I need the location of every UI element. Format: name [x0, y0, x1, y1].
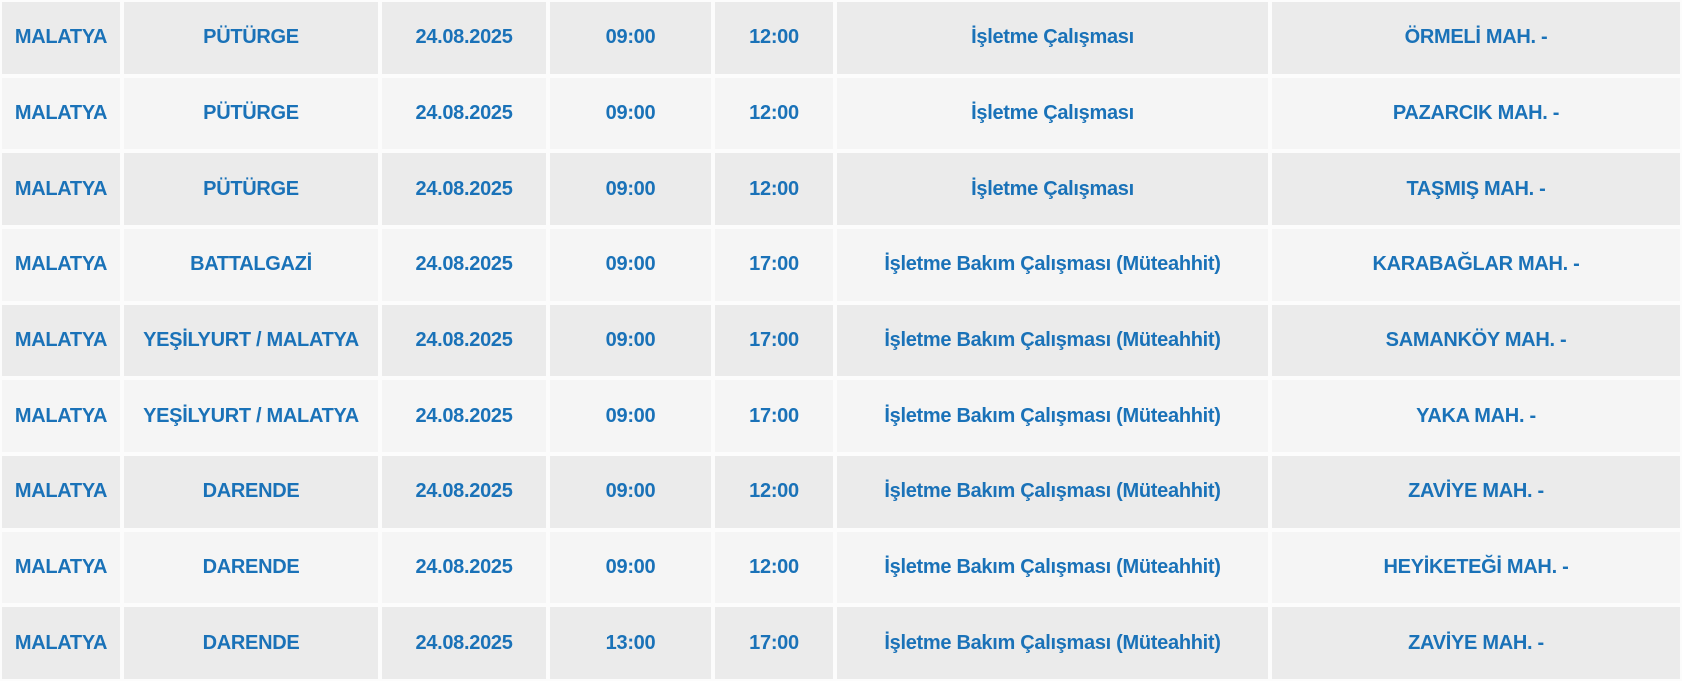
cell-start-time: 09:00 [548, 151, 713, 227]
cell-end-time: 12:00 [713, 0, 835, 76]
cell-neighborhood: TAŞMIŞ MAH. - [1270, 151, 1682, 227]
cell-province: MALATYA [0, 453, 122, 530]
cell-province: MALATYA [0, 302, 122, 379]
cell-date: 24.08.2025 [380, 605, 548, 681]
cell-district: YEŞİLYURT / MALATYA [122, 378, 380, 454]
cell-province: MALATYA [0, 151, 122, 227]
cell-province: MALATYA [0, 0, 122, 76]
cell-neighborhood: ZAVİYE MAH. - [1270, 453, 1682, 530]
cell-district: DARENDE [122, 453, 380, 530]
cell-date: 24.08.2025 [380, 75, 548, 152]
cell-start-time: 13:00 [548, 605, 713, 681]
cell-district: DARENDE [122, 529, 380, 606]
cell-date: 24.08.2025 [380, 151, 548, 227]
cell-work-type: İşletme Çalışması [835, 0, 1270, 76]
cell-date: 24.08.2025 [380, 226, 548, 303]
cell-neighborhood: SAMANKÖY MAH. - [1270, 302, 1682, 379]
cell-start-time: 09:00 [548, 529, 713, 606]
cell-date: 24.08.2025 [380, 529, 548, 606]
cell-end-time: 17:00 [713, 605, 835, 681]
cell-province: MALATYA [0, 529, 122, 606]
cell-district: PÜTÜRGE [122, 0, 380, 76]
cell-neighborhood: YAKA MAH. - [1270, 378, 1682, 454]
cell-date: 24.08.2025 [380, 453, 548, 530]
cell-work-type: İşletme Bakım Çalışması (Müteahhit) [835, 453, 1270, 530]
cell-work-type: İşletme Çalışması [835, 75, 1270, 152]
cell-end-time: 17:00 [713, 302, 835, 379]
cell-province: MALATYA [0, 378, 122, 454]
cell-work-type: İşletme Bakım Çalışması (Müteahhit) [835, 605, 1270, 681]
cell-neighborhood: ZAVİYE MAH. - [1270, 605, 1682, 681]
cell-district: BATTALGAZİ [122, 226, 380, 303]
cell-date: 24.08.2025 [380, 378, 548, 454]
cell-district: PÜTÜRGE [122, 75, 380, 152]
cell-start-time: 09:00 [548, 75, 713, 152]
cell-neighborhood: ÖRMELİ MAH. - [1270, 0, 1682, 76]
cell-province: MALATYA [0, 605, 122, 681]
cell-date: 24.08.2025 [380, 302, 548, 379]
cell-end-time: 12:00 [713, 151, 835, 227]
cell-province: MALATYA [0, 226, 122, 303]
cell-work-type: İşletme Bakım Çalışması (Müteahhit) [835, 226, 1270, 303]
cell-end-time: 12:00 [713, 75, 835, 152]
cell-district: YEŞİLYURT / MALATYA [122, 302, 380, 379]
cell-work-type: İşletme Bakım Çalışması (Müteahhit) [835, 529, 1270, 606]
cell-end-time: 12:00 [713, 529, 835, 606]
cell-end-time: 17:00 [713, 378, 835, 454]
cell-work-type: İşletme Bakım Çalışması (Müteahhit) [835, 302, 1270, 379]
cell-district: DARENDE [122, 605, 380, 681]
cell-date: 24.08.2025 [380, 0, 548, 76]
cell-work-type: İşletme Bakım Çalışması (Müteahhit) [835, 378, 1270, 454]
cell-neighborhood: HEYİKETEĞİ MAH. - [1270, 529, 1682, 606]
cell-start-time: 09:00 [548, 378, 713, 454]
cell-end-time: 17:00 [713, 226, 835, 303]
cell-end-time: 12:00 [713, 453, 835, 530]
cell-start-time: 09:00 [548, 302, 713, 379]
cell-province: MALATYA [0, 75, 122, 152]
cell-work-type: İşletme Çalışması [835, 151, 1270, 227]
cell-start-time: 09:00 [548, 226, 713, 303]
cell-district: PÜTÜRGE [122, 151, 380, 227]
cell-start-time: 09:00 [548, 453, 713, 530]
cell-start-time: 09:00 [548, 0, 713, 76]
cell-neighborhood: PAZARCIK MAH. - [1270, 75, 1682, 152]
cell-neighborhood: KARABAĞLAR MAH. - [1270, 226, 1682, 303]
